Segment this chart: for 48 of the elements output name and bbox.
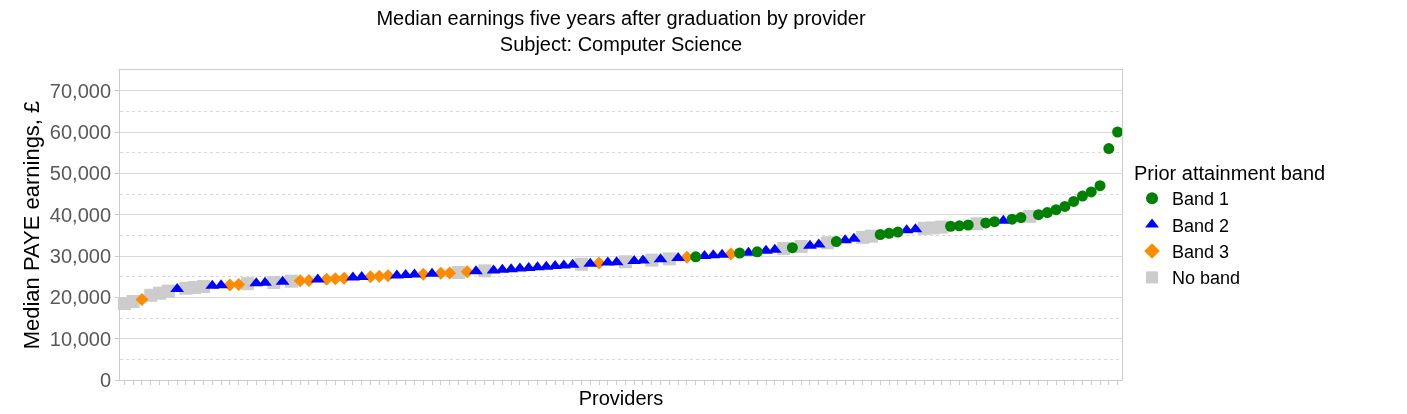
- point: [1076, 190, 1088, 202]
- point: [892, 226, 904, 238]
- chart-subtitle: Subject: Computer Science: [499, 32, 743, 55]
- point: [636, 254, 650, 264]
- point: [1050, 204, 1062, 216]
- legend-label: Band 1: [1172, 189, 1230, 210]
- y-tick-label: 50,000: [49, 162, 111, 185]
- x-axis-title: Providers: [578, 386, 664, 409]
- legend-label: No band: [1172, 268, 1241, 289]
- point: [1103, 143, 1115, 155]
- point: [1015, 212, 1027, 224]
- point: [962, 219, 974, 231]
- point: [1068, 195, 1080, 207]
- chart-title: Median earnings five years after graduation by provider: [376, 6, 866, 29]
- point: [786, 242, 798, 254]
- point: [989, 216, 1001, 228]
- point: [751, 246, 763, 258]
- point: [874, 229, 886, 241]
- point: [197, 280, 210, 294]
- point: [232, 278, 246, 292]
- point: [803, 239, 817, 249]
- y-tick-label: 30,000: [49, 245, 111, 267]
- point: [469, 265, 483, 275]
- y-tick-label: 10,000: [49, 327, 111, 350]
- point: [1085, 186, 1097, 198]
- y-axis-title: Median PAYE earnings, £: [18, 100, 44, 350]
- y-tick-label: 40,000: [49, 203, 111, 226]
- y-tick-label: 70,000: [49, 79, 111, 102]
- legend-title: Prior attainment band: [1134, 162, 1326, 184]
- y-tick-label: 0: [99, 369, 111, 391]
- point: [1112, 126, 1124, 138]
- point: [734, 247, 746, 259]
- legend-label: Band 3: [1172, 242, 1230, 263]
- point: [337, 271, 351, 285]
- point: [443, 266, 457, 280]
- y-tick-label: 60,000: [49, 121, 111, 143]
- point: [690, 251, 702, 263]
- point: [258, 276, 272, 286]
- y-tick-label: 20,000: [49, 286, 111, 309]
- point: [1059, 200, 1071, 212]
- point: [830, 236, 842, 248]
- point: [1033, 209, 1044, 221]
- point: [161, 284, 175, 298]
- point: [1041, 207, 1053, 219]
- point: [1094, 180, 1106, 192]
- legend-label: Band 2: [1172, 215, 1230, 236]
- point: [135, 292, 149, 306]
- point: [425, 267, 439, 277]
